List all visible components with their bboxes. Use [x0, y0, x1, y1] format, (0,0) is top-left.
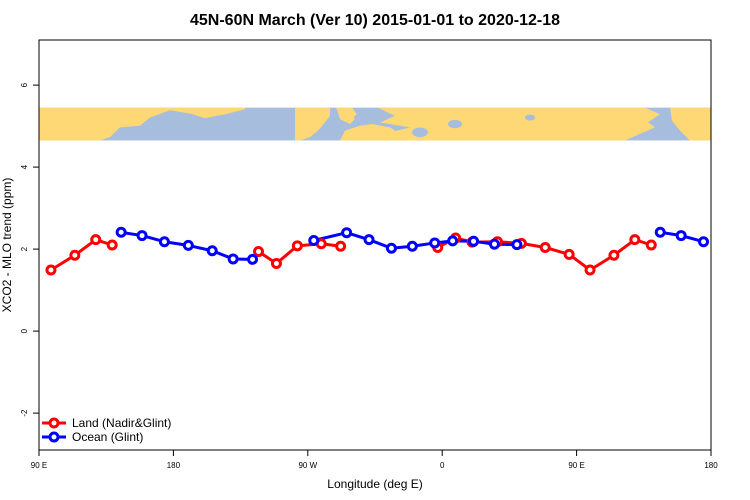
legend-marker	[48, 431, 60, 443]
data-point	[158, 236, 170, 248]
data-point	[447, 235, 459, 247]
data-point	[247, 253, 259, 265]
map-water	[177, 112, 187, 119]
map-land-shape	[295, 107, 330, 141]
data-point	[698, 236, 710, 248]
data-point	[488, 238, 500, 250]
data-point	[608, 249, 620, 261]
data-point	[227, 253, 239, 265]
data-point	[45, 264, 57, 276]
data-point	[106, 239, 118, 251]
y-tick-label: 4	[20, 164, 29, 169]
map-water	[159, 122, 171, 130]
data-point	[645, 239, 657, 251]
y-tick-label: 0	[20, 328, 29, 333]
x-axis-label: Longitude (deg E)	[327, 477, 422, 491]
data-point	[654, 226, 666, 238]
series-line	[50, 238, 113, 272]
data-point	[270, 257, 282, 269]
data-point	[341, 227, 353, 239]
x-tick-label: 90 W	[298, 461, 317, 470]
legend-label: Land (Nadir&Glint)	[72, 416, 171, 430]
map-water	[448, 119, 462, 129]
legend-marker	[48, 417, 60, 429]
plot-lines	[50, 230, 704, 272]
map-land-shape	[39, 107, 245, 141]
data-point	[136, 230, 148, 242]
series-line	[313, 231, 517, 250]
map-land	[39, 107, 711, 141]
y-tick-label: 6	[20, 82, 29, 87]
x-tick-label: 180	[704, 461, 718, 470]
chart-title: 45N-60N March (Ver 10) 2015-01-01 to 202…	[190, 12, 560, 29]
x-axis: 90 E 180 90 W 0 90 E 180	[31, 450, 718, 470]
data-point	[539, 241, 551, 253]
legend-label: Ocean (Glint)	[72, 430, 143, 444]
data-point	[182, 239, 194, 251]
plot-frame	[38, 39, 712, 451]
data-point	[468, 235, 480, 247]
data-point	[675, 230, 687, 242]
data-point	[291, 240, 303, 252]
map-water	[525, 114, 535, 121]
data-point	[385, 242, 397, 254]
data-point	[115, 226, 127, 238]
data-point	[308, 234, 320, 246]
x-tick-label: 90 E	[568, 461, 584, 470]
map-water	[354, 113, 366, 122]
y-axis-label: XCO2 - MLO trend (ppm)	[0, 178, 14, 313]
plot-points	[45, 226, 710, 276]
y-tick-label: 2	[20, 246, 29, 251]
legend: Land (Nadir&Glint)Ocean (Glint)	[42, 416, 171, 444]
x-tick-label: 180	[167, 461, 181, 470]
data-point	[206, 245, 218, 257]
data-point	[429, 237, 441, 249]
data-point	[363, 234, 375, 246]
map-land-shape	[378, 107, 660, 141]
data-point	[406, 240, 418, 252]
data-point	[584, 264, 596, 276]
y-axis: -2 0 2 4 6	[20, 82, 39, 417]
data-point	[69, 249, 81, 261]
data-point	[253, 246, 265, 258]
data-point	[335, 240, 347, 252]
data-point	[629, 234, 641, 246]
data-point	[511, 239, 523, 251]
map-strip	[39, 107, 711, 141]
map-land-shape	[336, 107, 358, 125]
x-tick-label: 90 E	[31, 461, 47, 470]
map-water	[412, 127, 428, 138]
data-point	[563, 248, 575, 260]
x-tick-label: 0	[440, 461, 445, 470]
y-tick-label: -2	[20, 409, 29, 417]
map-land-shape	[670, 107, 711, 141]
data-point	[90, 234, 102, 246]
